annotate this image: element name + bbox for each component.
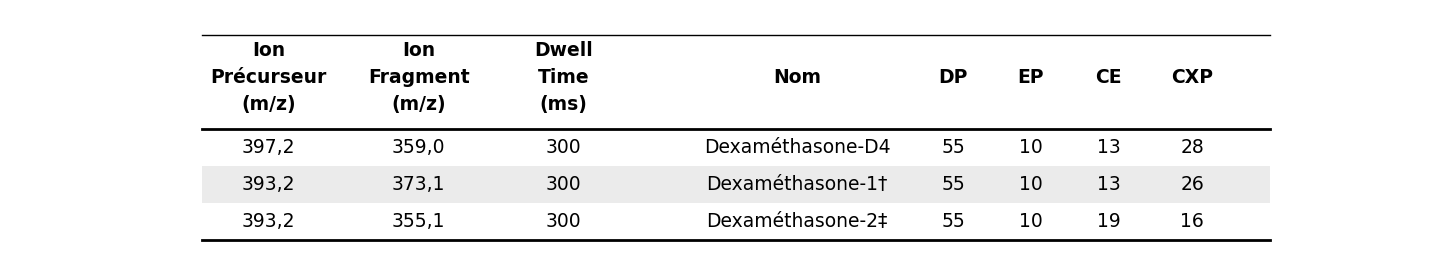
Text: 355,1: 355,1 — [392, 212, 445, 231]
Text: 300: 300 — [546, 138, 582, 157]
Text: 10: 10 — [1020, 175, 1043, 194]
Text: 28: 28 — [1180, 138, 1205, 157]
Text: 13: 13 — [1097, 138, 1120, 157]
Text: 393,2: 393,2 — [241, 175, 296, 194]
Text: 26: 26 — [1180, 175, 1205, 194]
Text: 393,2: 393,2 — [241, 212, 296, 231]
Text: Ion: Ion — [251, 41, 286, 60]
Text: Nom: Nom — [773, 68, 821, 87]
Text: 300: 300 — [546, 175, 582, 194]
Text: Précurseur: Précurseur — [210, 68, 327, 87]
Text: 300: 300 — [546, 212, 582, 231]
Text: 373,1: 373,1 — [392, 175, 445, 194]
Text: 359,0: 359,0 — [392, 138, 445, 157]
Text: Ion: Ion — [402, 41, 435, 60]
Text: 10: 10 — [1020, 212, 1043, 231]
Text: 16: 16 — [1180, 212, 1205, 231]
Text: EP: EP — [1018, 68, 1044, 87]
Text: Dexaméthasone-D4: Dexaméthasone-D4 — [704, 138, 890, 157]
Text: Dexaméthasone-1†: Dexaméthasone-1† — [707, 175, 887, 194]
Text: DP: DP — [938, 68, 968, 87]
Text: 13: 13 — [1097, 175, 1120, 194]
Text: 10: 10 — [1020, 138, 1043, 157]
Text: 397,2: 397,2 — [241, 138, 296, 157]
Text: CXP: CXP — [1172, 68, 1213, 87]
Text: (ms): (ms) — [540, 95, 587, 115]
Text: (m/z): (m/z) — [241, 95, 296, 115]
Text: 55: 55 — [941, 212, 965, 231]
Text: Dwell: Dwell — [534, 41, 593, 60]
Text: 55: 55 — [941, 175, 965, 194]
Text: (m/z): (m/z) — [392, 95, 447, 115]
Text: 19: 19 — [1097, 212, 1120, 231]
Bar — [201, 129, 1271, 166]
Bar — [201, 166, 1271, 203]
Text: Time: Time — [537, 68, 589, 87]
Text: 55: 55 — [941, 138, 965, 157]
Bar — [201, 203, 1271, 240]
Text: Dexaméthasone-2‡: Dexaméthasone-2‡ — [707, 212, 887, 231]
Text: Fragment: Fragment — [368, 68, 470, 87]
Text: CE: CE — [1096, 68, 1122, 87]
